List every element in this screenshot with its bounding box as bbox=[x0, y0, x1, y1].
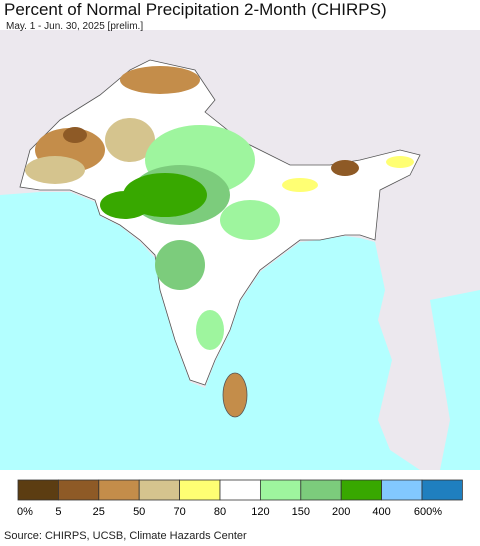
legend-swatch bbox=[381, 479, 423, 501]
legend-label: 0% bbox=[17, 506, 33, 518]
dry-area bbox=[386, 156, 414, 168]
legend-swatch bbox=[179, 479, 221, 501]
very-dry-area bbox=[63, 127, 87, 143]
legend-label: 70 bbox=[173, 506, 185, 518]
legend-label: 120 bbox=[251, 506, 269, 518]
subtitle: May. 1 - Jun. 30, 2025 [prelim.] bbox=[6, 21, 144, 32]
legend-swatch bbox=[300, 479, 342, 501]
wet-area bbox=[155, 240, 205, 290]
legend-swatch bbox=[98, 479, 140, 501]
very-wet-area bbox=[100, 191, 150, 219]
title: Percent of Normal Precipitation 2-Month … bbox=[4, 0, 387, 19]
legend-swatch bbox=[219, 479, 261, 501]
dry-area bbox=[282, 178, 318, 192]
very-dry-area bbox=[331, 160, 359, 176]
legend-label: 25 bbox=[93, 506, 105, 518]
sri-lanka bbox=[222, 372, 248, 418]
legend-label: 200 bbox=[332, 506, 350, 518]
legend-label: 600% bbox=[414, 506, 442, 518]
dry-area bbox=[25, 156, 85, 184]
legend-swatch bbox=[259, 479, 302, 501]
legend-swatch bbox=[340, 479, 383, 501]
ocean bbox=[0, 192, 420, 470]
dry-area bbox=[105, 118, 155, 162]
legend-label: 400 bbox=[372, 506, 390, 518]
legend-swatch bbox=[421, 479, 463, 501]
wet-area bbox=[220, 200, 280, 240]
legend-swatch bbox=[138, 479, 180, 501]
legend-swatch bbox=[17, 479, 59, 501]
wet-area bbox=[196, 310, 224, 350]
dry-area bbox=[120, 66, 200, 94]
ocean bbox=[430, 290, 480, 470]
legend-label: 150 bbox=[292, 506, 310, 518]
legend-label: 80 bbox=[214, 506, 226, 518]
legend-label: 5 bbox=[55, 506, 61, 518]
legend-label: 50 bbox=[133, 506, 145, 518]
source: Source: CHIRPS, UCSB, Climate Hazards Ce… bbox=[4, 530, 247, 542]
legend-swatch bbox=[58, 479, 100, 501]
